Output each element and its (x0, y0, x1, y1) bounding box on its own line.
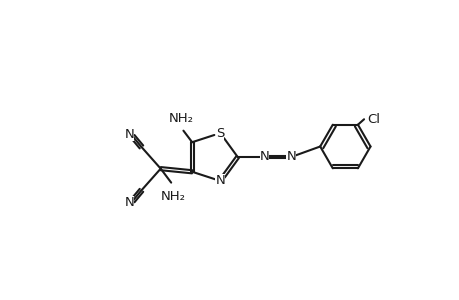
Text: NH₂: NH₂ (160, 190, 185, 202)
Text: S: S (216, 127, 224, 140)
Text: N: N (215, 174, 225, 188)
Text: Cl: Cl (367, 113, 380, 126)
Text: N: N (124, 196, 134, 209)
Text: N: N (124, 128, 134, 141)
Text: N: N (259, 151, 269, 164)
Text: NH₂: NH₂ (169, 112, 194, 125)
Text: N: N (285, 151, 296, 164)
